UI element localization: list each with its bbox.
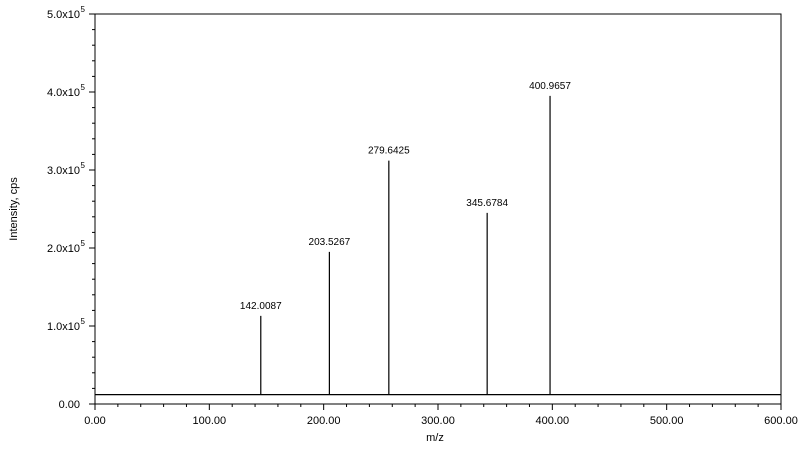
y-tick-exponent: 5: [81, 5, 86, 14]
x-tick-label: 300.00: [421, 415, 455, 427]
peak-series: 142.0087 203.5267 279.6425 345.6784 400.9657: [95, 81, 781, 396]
x-tick-label: 400.00: [536, 415, 570, 427]
x-tick-label: 500.00: [650, 415, 684, 427]
x-axis-title: m/z: [426, 432, 444, 444]
x-tick-label: 100.00: [193, 415, 227, 427]
x-tick-label: 0.00: [84, 415, 105, 427]
x-tick-label: 600.00: [764, 415, 798, 427]
peak-label: 203.5267: [309, 237, 351, 248]
y-tick-exponent: 5: [81, 239, 86, 248]
y-tick-label: 3.0x10: [47, 165, 80, 177]
peak-label: 400.9657: [529, 81, 571, 92]
peak-label: 279.6425: [368, 146, 410, 157]
y-tick-exponent: 5: [81, 317, 86, 326]
y-tick-exponent: 5: [81, 161, 86, 170]
y-tick-label: 1.0x10: [47, 321, 80, 333]
y-axis-title: Intensity, cps: [8, 177, 20, 241]
plot-frame: [94, 13, 782, 405]
peak-label: 345.6784: [466, 198, 508, 209]
peak-label: 142.0087: [240, 301, 282, 312]
x-tick-label: 200.00: [307, 415, 341, 427]
y-tick-label: 5.0x10: [47, 9, 80, 21]
y-tick-label: 0.00: [59, 399, 80, 411]
y-tick-label: 4.0x10: [47, 87, 80, 99]
x-axis-ticks: 0.00 100.00 200.00 300.00 400.00 500.00 600.00: [84, 404, 798, 427]
y-tick-label: 2.0x10: [47, 243, 80, 255]
y-tick-exponent: 5: [81, 83, 86, 92]
